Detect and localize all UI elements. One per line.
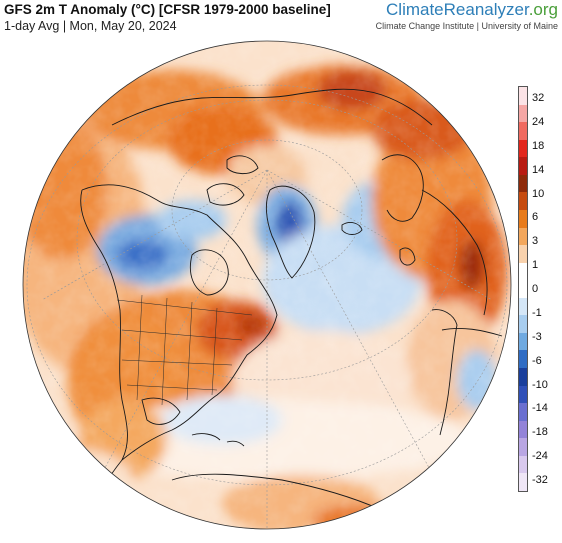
- legend-color-bar: [518, 86, 528, 492]
- legend-swatch: [519, 245, 527, 263]
- legend-tick-label: 14: [532, 163, 545, 176]
- graticule: [26, 84, 508, 529]
- legend-swatch: [519, 385, 527, 404]
- legend-swatch: [519, 174, 527, 193]
- legend-tick-label: -24: [532, 450, 548, 463]
- legend-swatch: [519, 350, 527, 368]
- legend-tick-label: -32: [532, 474, 548, 486]
- brand-logo[interactable]: ClimateReanalyzer.org: [376, 0, 558, 20]
- legend-swatch: [519, 122, 527, 140]
- legend-swatch: [519, 139, 527, 158]
- legend-tick-label: 6: [532, 211, 539, 224]
- state-borders: [116, 294, 253, 406]
- legend-tick-label: 32: [532, 92, 545, 104]
- legend-swatch: [519, 87, 527, 105]
- anomaly-field: [23, 41, 511, 529]
- legend-tick-label: -18: [532, 426, 548, 439]
- map-title: GFS 2m T Anomaly (°C) [CFSR 1979-2000 ba…: [4, 2, 331, 17]
- legend-tick-label: -10: [532, 378, 548, 391]
- legend-tick-label: -6: [532, 354, 542, 367]
- legend-swatch: [519, 209, 527, 228]
- globe-outline: [22, 40, 512, 530]
- legend-swatch: [519, 104, 527, 123]
- legend-tick-label: 24: [532, 115, 545, 128]
- legend-swatch: [519, 455, 527, 474]
- legend-tick-label: -3: [532, 330, 542, 343]
- brand-name-suffix: .org: [528, 0, 558, 19]
- brand-name-main: ClimateReanalyzer: [386, 0, 529, 19]
- brand-block: ClimateReanalyzer.org Climate Change Ins…: [376, 0, 558, 31]
- legend-swatch: [519, 332, 527, 351]
- legend-tick-label: -14: [532, 402, 548, 415]
- legend-swatch: [519, 473, 527, 491]
- globe-map: [22, 40, 512, 530]
- legend-swatch: [519, 157, 527, 175]
- legend-swatch: [519, 227, 527, 246]
- legend-tick-label: 10: [532, 187, 545, 200]
- legend-swatch: [519, 420, 527, 439]
- legend-swatch: [519, 192, 527, 210]
- legend-tick-label: 18: [532, 139, 545, 152]
- legend-swatch: [519, 315, 527, 333]
- legend-tick-label: 3: [532, 235, 539, 248]
- legend-swatch: [519, 297, 527, 316]
- legend-tick-label: 0: [532, 283, 539, 295]
- legend-swatch: [519, 403, 527, 421]
- legend-tick-label: -1: [532, 306, 542, 319]
- legend-tick-label: 1: [532, 259, 539, 272]
- color-legend: 32 24 18 14 10 6 3 1 0 -1 -3 -6 -10 -14 -18 -24 -32: [518, 86, 562, 492]
- legend-swatch: [519, 438, 527, 456]
- coastlines: [80, 88, 503, 529]
- map-subtitle: 1-day Avg | Mon, May 20, 2024: [4, 19, 177, 33]
- legend-swatch: [519, 368, 527, 386]
- legend-swatch: [519, 280, 527, 298]
- brand-tagline: Climate Change Institute | University of…: [375, 21, 558, 31]
- legend-swatch: [519, 262, 527, 281]
